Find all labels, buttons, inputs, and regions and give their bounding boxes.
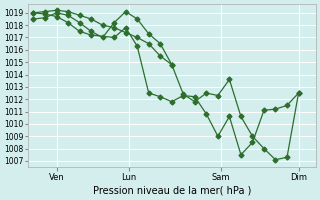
X-axis label: Pression niveau de la mer( hPa ): Pression niveau de la mer( hPa ): [92, 186, 251, 196]
